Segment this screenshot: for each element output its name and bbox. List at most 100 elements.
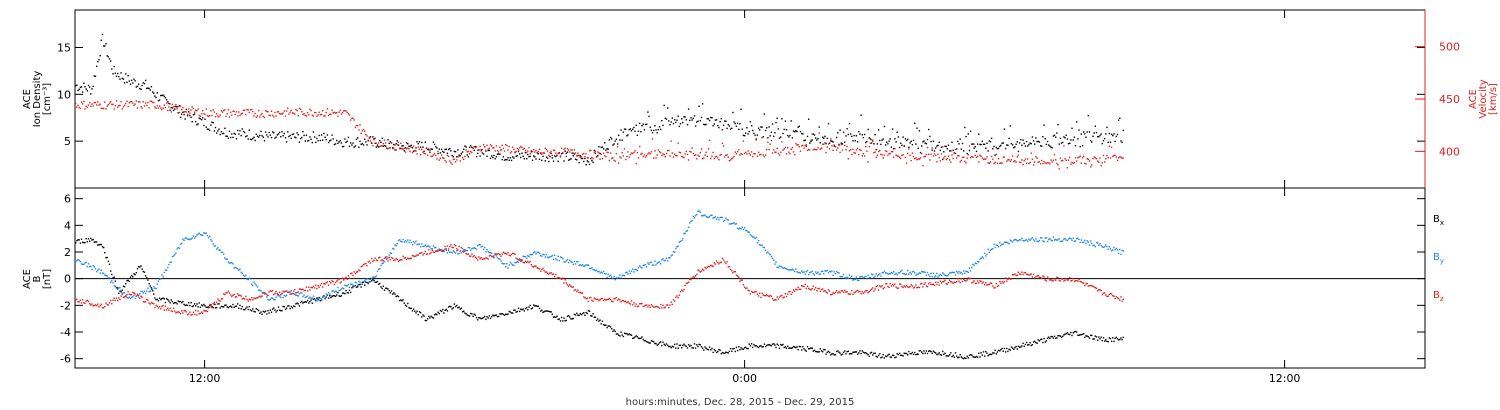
velocity-point — [393, 147, 395, 149]
density-point — [103, 45, 105, 47]
velocity-point — [185, 111, 188, 113]
bx-point — [334, 295, 337, 297]
bz-point — [104, 305, 106, 308]
bx-point — [875, 355, 877, 358]
density-point — [896, 131, 898, 133]
bx-point — [425, 319, 428, 322]
density-point — [431, 148, 433, 150]
by-point — [768, 252, 770, 255]
bz-point — [1101, 293, 1103, 296]
bx-point — [1092, 338, 1094, 340]
bx-point — [299, 301, 302, 304]
bx-point — [887, 354, 889, 356]
legend-bz: Bz — [1433, 290, 1444, 303]
by-point — [810, 271, 812, 273]
by-point — [886, 272, 888, 274]
density-point — [150, 86, 153, 88]
by-point — [419, 246, 422, 248]
bz-point — [656, 306, 658, 308]
by-point — [162, 276, 164, 278]
velocity-point — [237, 115, 239, 117]
by-point — [281, 293, 283, 295]
bx-point — [339, 295, 341, 298]
velocity-point — [322, 110, 324, 112]
by-point — [665, 257, 668, 259]
velocity-point — [923, 156, 925, 158]
velocity-point — [252, 110, 254, 113]
bz-point — [619, 299, 621, 301]
density-point — [1080, 133, 1082, 135]
velocity-point — [623, 148, 626, 150]
velocity-point — [444, 159, 446, 162]
density-point — [381, 137, 383, 139]
bz-point — [368, 260, 371, 262]
velocity-point — [759, 154, 761, 156]
by-point — [247, 278, 249, 281]
bz-point — [445, 249, 447, 251]
by-point — [407, 239, 409, 241]
by-point — [573, 260, 576, 263]
bx-point — [219, 307, 221, 309]
density-point — [901, 144, 903, 146]
bz-point — [614, 297, 616, 300]
bx-point — [510, 312, 513, 314]
velocity-point — [288, 113, 290, 115]
bz-point — [552, 273, 555, 275]
density-point — [726, 127, 728, 130]
velocity-point — [320, 113, 323, 116]
bz-point — [339, 282, 341, 284]
bx-point — [340, 295, 343, 297]
bx-point — [725, 351, 727, 353]
by-point — [1051, 240, 1053, 242]
bz-point — [1045, 280, 1048, 282]
bz-point — [305, 286, 308, 288]
bz-point — [183, 310, 185, 312]
bx-point — [199, 306, 202, 308]
density-point — [122, 78, 125, 80]
by-point — [945, 275, 947, 277]
by-point — [966, 270, 968, 273]
bx-point — [75, 242, 77, 244]
bx-point — [997, 349, 1000, 352]
bz-point — [461, 250, 464, 253]
velocity-point — [285, 110, 288, 112]
density-point — [1060, 142, 1063, 144]
density-point — [1094, 125, 1096, 127]
bz-point — [449, 245, 451, 248]
by-point — [925, 274, 928, 277]
by-point — [148, 291, 150, 293]
density-point — [876, 143, 879, 145]
velocity-point — [361, 130, 364, 132]
bx-point — [884, 355, 887, 357]
bx-point — [868, 355, 870, 357]
density-point — [798, 125, 800, 127]
density-point — [419, 146, 422, 148]
by-point — [389, 252, 391, 254]
by-point — [270, 297, 273, 299]
by-point — [929, 275, 931, 278]
bx-point — [446, 310, 449, 312]
by-point — [269, 298, 271, 301]
bx-point — [1113, 340, 1115, 343]
bz-point — [507, 251, 509, 254]
by-point — [766, 252, 768, 254]
density-point — [972, 143, 974, 145]
by-point — [859, 276, 861, 278]
velocity-point — [360, 132, 362, 134]
by-point — [542, 253, 544, 255]
bx-point — [283, 306, 285, 308]
bz-point — [97, 303, 99, 305]
by-point — [988, 251, 990, 253]
by-point — [987, 248, 989, 251]
bx-point — [164, 301, 167, 304]
bx-point — [110, 270, 112, 272]
velocity-point — [788, 151, 790, 153]
by-point — [701, 215, 704, 217]
density-point — [310, 138, 312, 140]
bx-point — [676, 343, 678, 345]
by-point — [230, 262, 232, 264]
bx-point — [433, 314, 436, 316]
velocity-point — [760, 153, 762, 156]
by-point — [106, 275, 108, 277]
bx-point — [482, 317, 485, 319]
